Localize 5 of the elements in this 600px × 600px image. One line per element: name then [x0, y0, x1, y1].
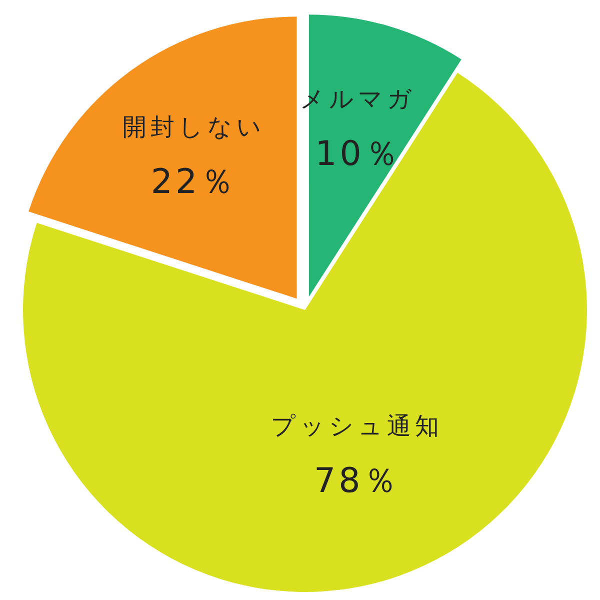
data-label: 22％	[150, 162, 238, 202]
slice-label: プッシュ通知	[271, 412, 444, 440]
data-label: 10％	[315, 134, 402, 174]
slice-label: 開封しない	[122, 113, 266, 142]
data-label: 78％	[314, 461, 400, 502]
